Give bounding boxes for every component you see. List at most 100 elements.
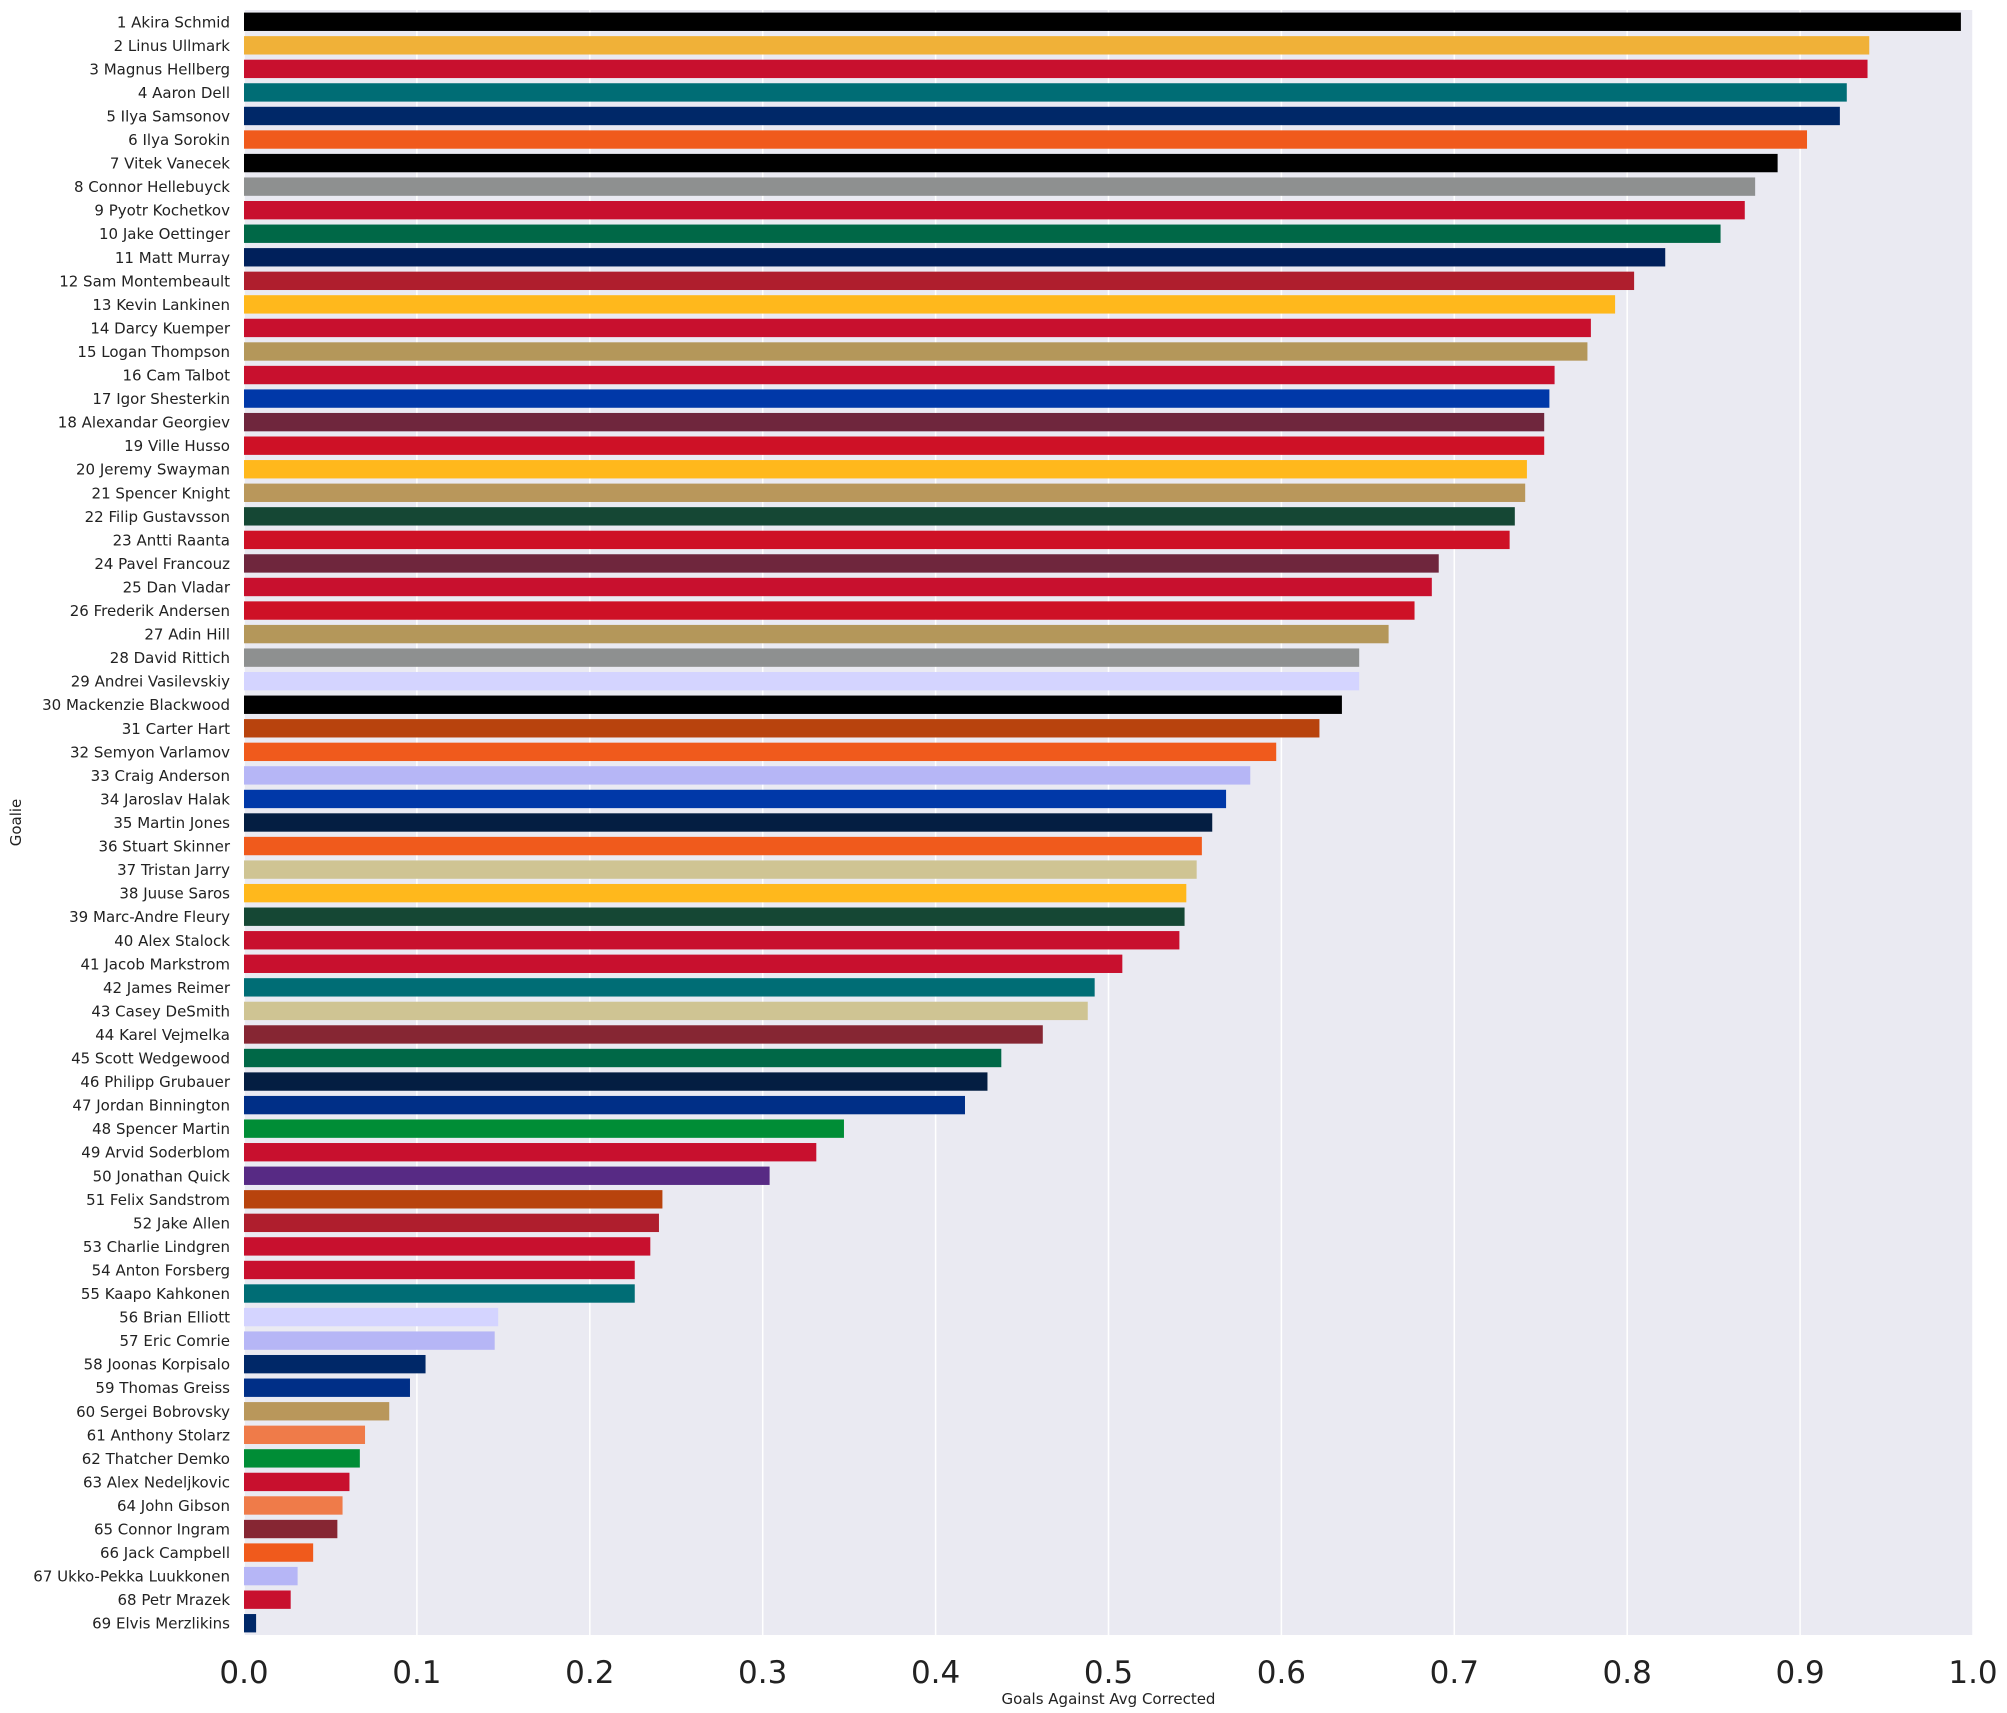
bar (244, 1590, 291, 1609)
category-label: 12 Sam Montembeault (59, 272, 230, 290)
category-label: 36 Stuart Skinner (98, 838, 230, 856)
bar (244, 672, 1360, 691)
category-label: 2 Linus Ullmark (114, 37, 231, 55)
x-tick-labels: 0.0 0.1 0.2 0.3 0.4 0.5 0.6 0.7 0.8 0.9 1.0 (219, 1655, 1997, 1691)
y-axis-title: Goalie (7, 799, 25, 847)
bar (244, 719, 1320, 738)
category-label: 27 Adin Hill (144, 626, 230, 644)
category-label: 13 Kevin Lankinen (92, 296, 230, 314)
category-label: 50 Jonathan Quick (93, 1167, 231, 1185)
bar (244, 483, 1526, 502)
category-label: 21 Spencer Knight (92, 484, 231, 502)
bar (244, 789, 1227, 809)
category-label: 20 Jeremy Swayman (76, 461, 230, 479)
bar (244, 224, 1721, 243)
category-labels: 1 Akira Schmid 2 Linus Ullmark 3 Magnus He… (33, 13, 231, 1632)
category-label: 55 Kaapo Kahkonen (81, 1285, 230, 1303)
category-label: 28 David Rittich (110, 649, 230, 667)
bar (244, 1425, 366, 1445)
bar (244, 1213, 659, 1233)
bar (244, 813, 1213, 832)
category-label: 54 Anton Forsberg (92, 1261, 230, 1279)
category-label: 43 Casey DeSmith (91, 1002, 230, 1020)
bar (244, 1378, 410, 1397)
category-label: 49 Arvid Soderblom (81, 1144, 230, 1162)
bar (244, 1119, 844, 1138)
bar (244, 130, 1808, 149)
bar (244, 12, 1961, 31)
bar (244, 766, 1251, 785)
category-label: 24 Pavel Francouz (94, 555, 230, 573)
bar (244, 177, 1756, 196)
category-label: 8 Connor Hellebuyck (74, 178, 230, 196)
bar (244, 1237, 651, 1256)
bar (244, 1284, 635, 1303)
x-tick-label: 1.0 (1948, 1655, 1997, 1691)
category-label: 30 Mackenzie Blackwood (42, 696, 230, 714)
category-label: 41 Jacob Markstrom (81, 955, 231, 973)
bar (244, 1307, 499, 1327)
bar (244, 978, 1095, 997)
category-label: 4 Aaron Dell (138, 84, 230, 102)
category-label: 19 Ville Husso (124, 437, 230, 455)
bar (244, 1143, 817, 1162)
bar (244, 1354, 426, 1374)
bar (244, 554, 1439, 573)
bar (244, 648, 1360, 667)
category-label: 7 Vitek Vanecek (110, 155, 230, 173)
bar (244, 365, 1555, 385)
x-tick-label: 0.8 (1603, 1655, 1652, 1691)
category-label: 45 Scott Wedgewood (71, 1050, 230, 1068)
category-label: 40 Alex Stalock (114, 932, 230, 950)
category-label: 39 Marc-Andre Fleury (69, 908, 230, 926)
bar (244, 295, 1616, 314)
category-label: 47 Jordan Binnington (72, 1097, 230, 1115)
x-tick-label: 0.1 (392, 1655, 441, 1691)
category-label: 61 Anthony Stolarz (87, 1426, 230, 1444)
bar (244, 1402, 390, 1421)
category-label: 3 Magnus Hellberg (89, 60, 230, 78)
category-label: 44 Karel Vejmelka (95, 1026, 230, 1044)
category-label: 53 Charlie Lindgren (83, 1238, 230, 1256)
bar (244, 1449, 360, 1468)
category-label: 68 Petr Mrazek (118, 1591, 231, 1609)
category-label: 35 Martin Jones (113, 814, 230, 832)
category-label: 23 Antti Raanta (113, 531, 230, 549)
category-label: 52 Jake Allen (133, 1214, 230, 1232)
category-label: 9 Pyotr Kochetkov (94, 202, 230, 220)
category-label: 42 James Reimer (103, 979, 231, 997)
category-label: 37 Tristan Jarry (117, 861, 230, 879)
bar (244, 1566, 298, 1586)
category-label: 60 Sergei Bobrovsky (76, 1403, 230, 1421)
bar (244, 59, 1868, 79)
category-label: 62 Thatcher Demko (82, 1450, 230, 1468)
category-label: 29 Andrei Vasilevskiy (71, 673, 230, 691)
category-label: 51 Felix Sandstrom (86, 1191, 230, 1209)
category-label: 10 Jake Oettinger (99, 225, 231, 243)
category-label: 15 Logan Thompson (77, 343, 230, 361)
bar (244, 624, 1389, 644)
x-tick-label: 0.9 (1775, 1655, 1824, 1691)
category-label: 22 Filip Gustavsson (85, 508, 230, 526)
category-label: 48 Spencer Martin (92, 1120, 230, 1138)
bars (244, 12, 1961, 1633)
category-label: 46 Philipp Grubauer (80, 1073, 230, 1091)
category-label: 14 Darcy Kuemper (90, 319, 231, 337)
bar (244, 342, 1588, 361)
category-label: 69 Elvis Merzlikins (92, 1615, 230, 1633)
category-label: 5 Ilya Samsonov (106, 107, 230, 125)
category-label: 66 Jack Campbell (100, 1544, 230, 1562)
category-label: 32 Semyon Varlamov (70, 743, 230, 761)
category-label: 58 Joonas Korpisalo (84, 1356, 230, 1374)
category-label: 34 Jaroslav Halak (100, 790, 230, 808)
bar (244, 883, 1187, 903)
category-label: 26 Frederik Andersen (70, 602, 230, 620)
bar (244, 412, 1545, 432)
bar (244, 36, 1870, 55)
x-tick-label: 0.3 (738, 1655, 787, 1691)
bar (244, 1001, 1088, 1021)
category-label: 59 Thomas Greiss (95, 1379, 230, 1397)
category-label: 67 Ukko-Pekka Luukkonen (33, 1568, 230, 1586)
